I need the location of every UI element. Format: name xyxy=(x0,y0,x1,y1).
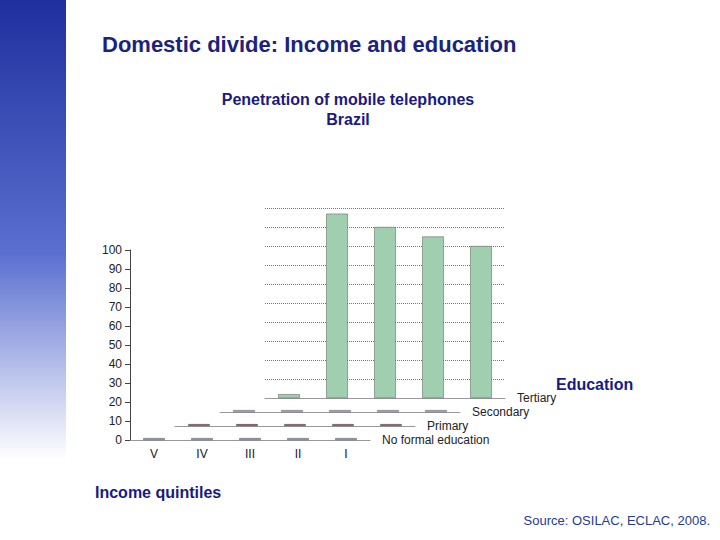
svg-text:40: 40 xyxy=(109,357,123,371)
svg-text:II: II xyxy=(295,447,302,461)
svg-text:20: 20 xyxy=(109,395,123,409)
svg-text:Income quintiles: Income quintiles xyxy=(95,484,221,501)
svg-text:Domestic divide: Income and ed: Domestic divide: Income and education xyxy=(102,32,516,57)
svg-text:Source: OSILAC, ECLAC, 2008.: Source: OSILAC, ECLAC, 2008. xyxy=(524,513,710,528)
svg-text:IV: IV xyxy=(196,447,207,461)
svg-text:Secondary: Secondary xyxy=(472,405,529,419)
svg-text:90: 90 xyxy=(109,262,123,276)
svg-text:Penetration of mobile telephon: Penetration of mobile telephones xyxy=(222,91,475,108)
svg-text:10: 10 xyxy=(109,414,123,428)
svg-text:0: 0 xyxy=(115,433,122,447)
svg-text:V: V xyxy=(150,447,158,461)
svg-text:I: I xyxy=(344,447,347,461)
svg-text:100: 100 xyxy=(102,243,122,257)
svg-text:Primary: Primary xyxy=(427,419,468,433)
svg-text:No formal education: No formal education xyxy=(382,433,489,447)
svg-text:Education: Education xyxy=(556,376,633,393)
svg-text:Brazil: Brazil xyxy=(326,111,370,128)
svg-text:30: 30 xyxy=(109,376,123,390)
svg-text:III: III xyxy=(245,447,255,461)
svg-text:Tertiary: Tertiary xyxy=(517,391,556,405)
svg-text:60: 60 xyxy=(109,319,123,333)
svg-text:80: 80 xyxy=(109,281,123,295)
svg-text:70: 70 xyxy=(109,300,123,314)
svg-text:50: 50 xyxy=(109,338,123,352)
